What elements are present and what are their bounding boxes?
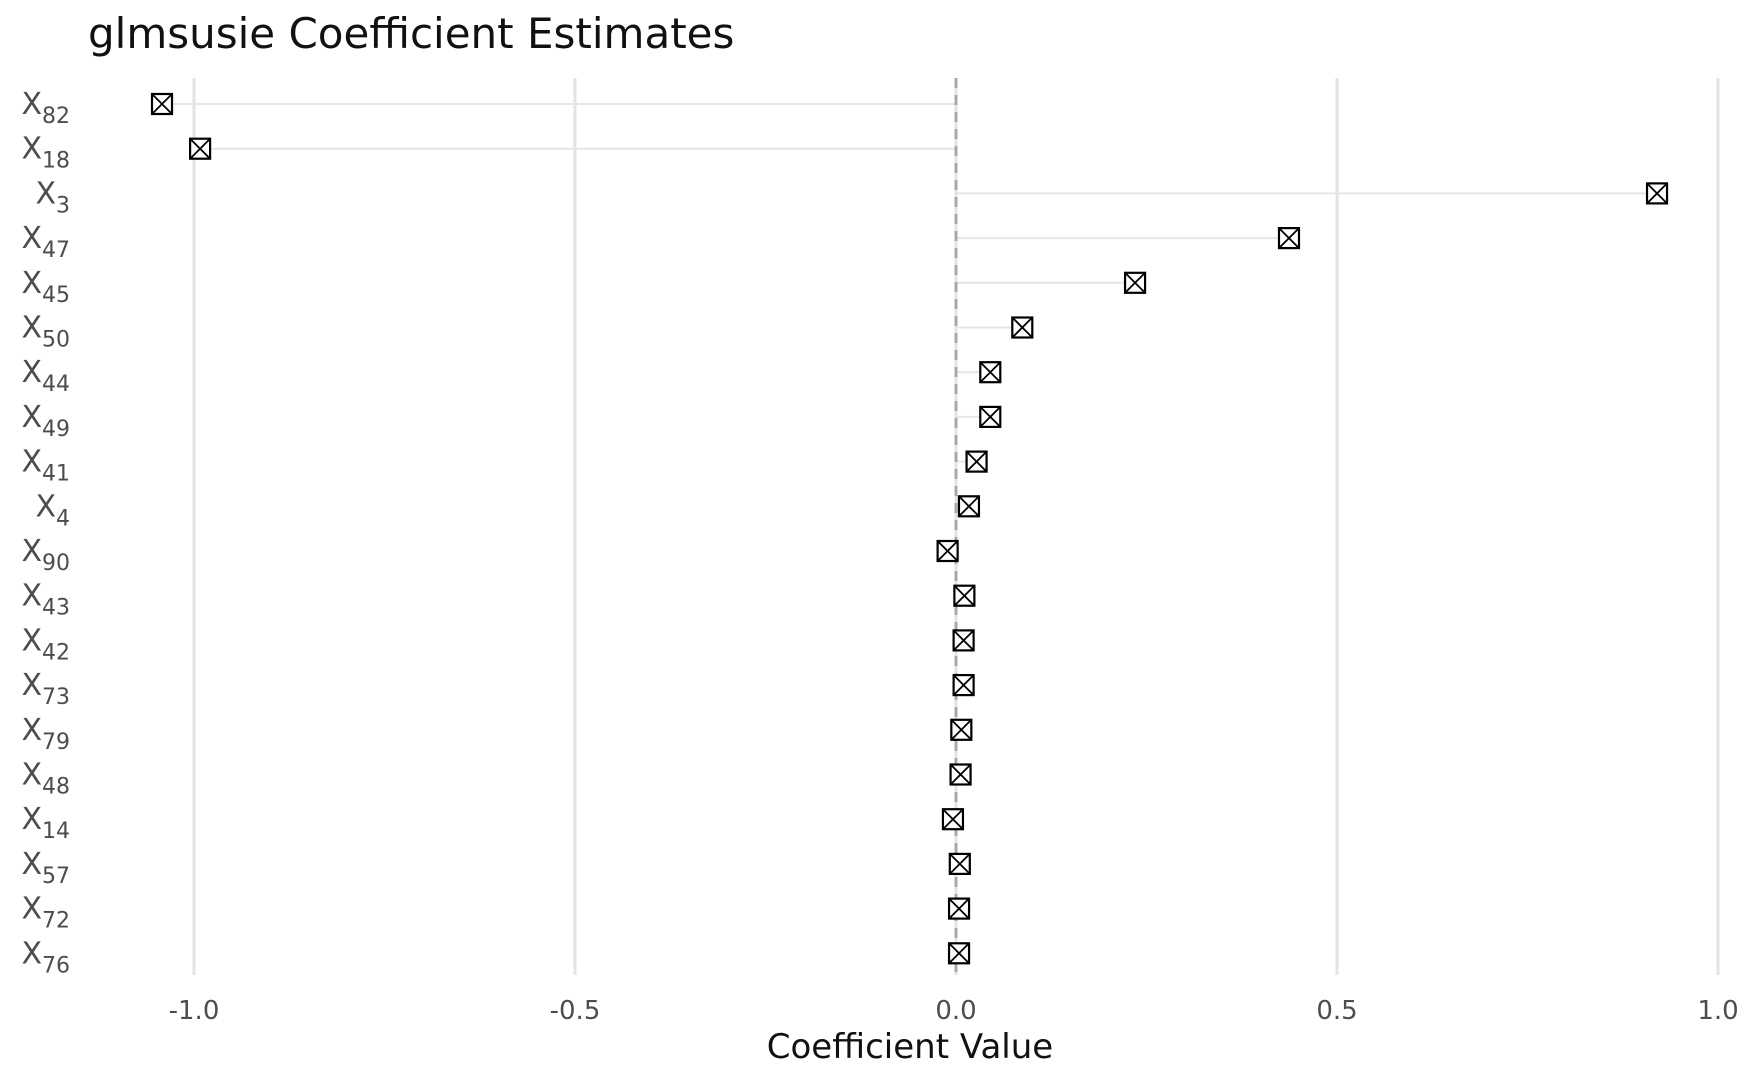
y-tick-label-X45: X45 <box>21 266 70 308</box>
point-X57 <box>948 852 971 876</box>
point-X41 <box>965 450 988 473</box>
x-axis-title: Coefficient Value <box>767 1027 1053 1067</box>
y-tick-label-X44: X44 <box>21 355 70 397</box>
point-X43 <box>953 584 976 607</box>
point-X3 <box>1645 182 1669 205</box>
point-X50 <box>1011 316 1034 339</box>
y-axis-labels: X82X18X3X47X45X50X44X49X41X4X90X43X42X73… <box>21 87 70 978</box>
y-tick-label-X79: X79 <box>21 713 70 755</box>
y-tick-label-X14: X14 <box>21 802 70 844</box>
segment-layer <box>161 103 1658 955</box>
point-X76 <box>947 942 971 965</box>
point-X44 <box>979 361 1002 384</box>
y-tick-label-X49: X49 <box>21 400 70 442</box>
point-X49 <box>979 405 1002 428</box>
point-X4 <box>957 495 981 518</box>
y-tick-label-X73: X73 <box>21 668 70 710</box>
point-X90 <box>936 539 959 563</box>
y-tick-label-X42: X42 <box>21 623 70 665</box>
x-tick-label-0: -1.0 <box>169 996 220 1026</box>
x-tick-label-4: 1.0 <box>1697 996 1738 1026</box>
point-X73 <box>952 673 975 697</box>
point-layer <box>150 92 1669 965</box>
y-tick-label-X41: X41 <box>21 445 70 487</box>
point-X18 <box>188 137 212 160</box>
y-tick-label-X76: X76 <box>21 936 70 978</box>
y-tick-label-X50: X50 <box>21 311 70 353</box>
point-X45 <box>1123 271 1147 294</box>
y-tick-label-X90: X90 <box>21 534 70 576</box>
point-X79 <box>950 718 973 741</box>
point-X72 <box>947 897 971 920</box>
point-X47 <box>1277 227 1301 250</box>
point-X42 <box>952 629 975 652</box>
chart-title: glmsusie Coefficient Estimates <box>88 9 734 58</box>
y-tick-label-X4: X4 <box>35 489 70 531</box>
point-X48 <box>949 763 972 786</box>
y-tick-label-X43: X43 <box>21 579 70 621</box>
x-tick-label-2: 0.0 <box>935 996 976 1026</box>
y-tick-label-X72: X72 <box>21 892 70 934</box>
point-X82 <box>150 92 174 116</box>
y-tick-label-X48: X48 <box>21 758 70 800</box>
point-X14 <box>941 808 965 831</box>
y-tick-label-X57: X57 <box>21 847 70 889</box>
x-axis-ticks: -1.0 -0.5 0.0 0.5 1.0 <box>169 996 1739 1026</box>
y-tick-label-X18: X18 <box>21 132 70 174</box>
x-tick-label-1: -0.5 <box>550 996 601 1026</box>
y-tick-label-X82: X82 <box>21 87 70 129</box>
y-tick-label-X47: X47 <box>21 221 70 263</box>
x-tick-label-3: 0.5 <box>1316 996 1357 1026</box>
y-tick-label-X3: X3 <box>35 176 70 218</box>
